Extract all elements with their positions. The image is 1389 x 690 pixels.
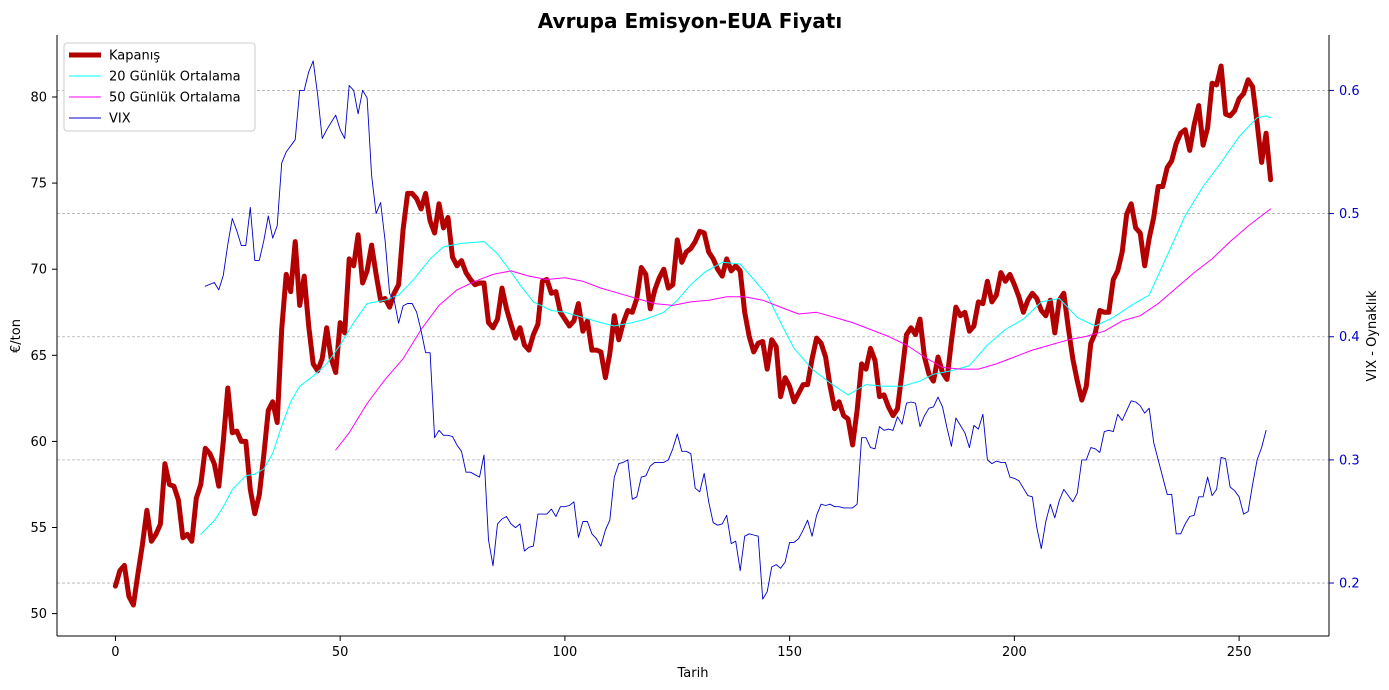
series-ma50-line xyxy=(335,208,1272,451)
chart-title: Avrupa Emisyon-EUA Fiyatı xyxy=(538,9,842,33)
series-layer xyxy=(112,60,1274,608)
y-tick-label: 60 xyxy=(30,435,47,450)
series-vix-line xyxy=(204,60,1267,600)
x-tick-label: 100 xyxy=(552,645,577,660)
x-tick-label: 150 xyxy=(777,645,802,660)
y2-tick-label: 0.5 xyxy=(1339,207,1360,222)
y-tick-label: 50 xyxy=(30,607,47,622)
legend-label: 20 Günlük Ortalama xyxy=(109,70,241,85)
series-close-line xyxy=(112,63,1274,608)
y2-tick-label: 0.4 xyxy=(1339,330,1360,345)
y-tick-label: 55 xyxy=(30,521,47,536)
axes: 0 50 100 150 200 250 50 55 60 65 70 75 80 0.2 0.3 0.4 0.… xyxy=(30,35,1360,660)
y2-tick-label: 0.3 xyxy=(1339,453,1360,468)
y-tick-label: 75 xyxy=(30,177,47,192)
x-tick-label: 0 xyxy=(111,645,119,660)
x-tick-label: 200 xyxy=(1002,645,1027,660)
legend: Kapanış 20 Günlük Ortalama 50 Günlük Ortal… xyxy=(63,42,256,132)
legend-label: 50 Günlük Ortalama xyxy=(109,91,241,106)
y2-tick-label: 0.2 xyxy=(1339,577,1360,592)
y-axis-title: €/ton xyxy=(9,319,24,353)
legend-box xyxy=(63,42,256,132)
x-tick-label: 250 xyxy=(1227,645,1252,660)
y-tick-label: 65 xyxy=(30,349,47,364)
x-axis-title: Tarih xyxy=(677,666,709,681)
legend-label: Kapanış xyxy=(109,49,160,64)
legend-label: VIX xyxy=(109,112,131,127)
series-ma20-line xyxy=(200,115,1272,535)
x-tick-label: 50 xyxy=(332,645,349,660)
y2-tick-label: 0.6 xyxy=(1339,84,1360,99)
y-tick-label: 70 xyxy=(30,263,47,278)
grid-lines xyxy=(57,90,1329,584)
y-tick-label: 80 xyxy=(30,90,47,105)
y2-axis-title: VIX - Oynaklık xyxy=(1365,290,1380,381)
